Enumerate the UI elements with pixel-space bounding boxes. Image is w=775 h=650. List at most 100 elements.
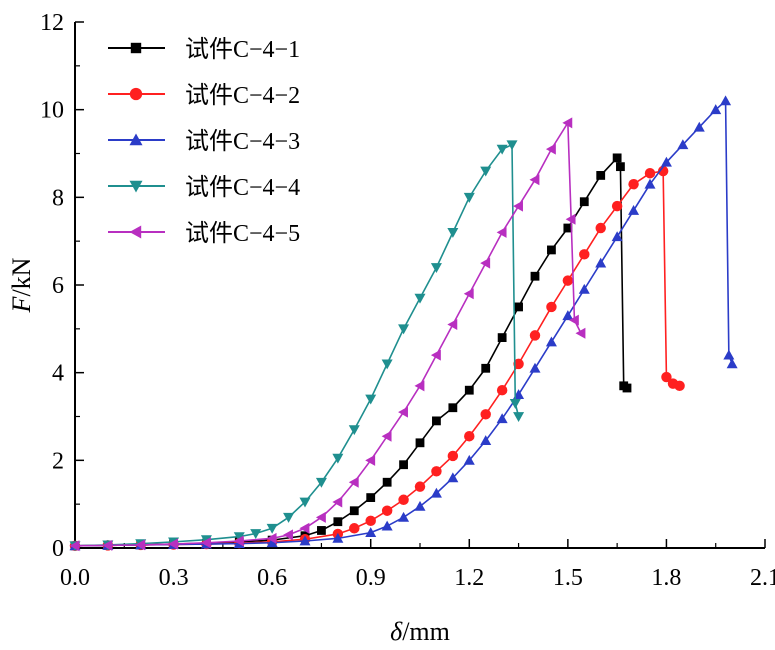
data-point xyxy=(381,430,392,442)
series-line xyxy=(74,120,582,547)
data-point xyxy=(381,520,393,531)
data-point xyxy=(710,104,722,115)
data-point xyxy=(366,493,376,502)
series-4 xyxy=(69,140,525,552)
data-point xyxy=(447,450,459,462)
data-point xyxy=(464,431,475,442)
x-axis-title: δ/mm xyxy=(390,617,450,646)
data-point xyxy=(430,487,442,498)
data-point xyxy=(562,117,573,129)
data-point xyxy=(431,466,442,477)
legend-marker xyxy=(129,180,143,193)
data-point xyxy=(315,477,327,488)
data-point xyxy=(398,494,409,506)
data-point xyxy=(299,535,311,546)
data-point xyxy=(723,349,735,360)
data-point xyxy=(233,532,245,543)
series-5 xyxy=(69,117,586,552)
series-line xyxy=(74,156,628,547)
data-point xyxy=(726,358,738,369)
data-point xyxy=(448,403,458,413)
data-point xyxy=(333,517,343,527)
data-point xyxy=(102,539,113,551)
data-point xyxy=(596,171,606,180)
data-point xyxy=(579,197,589,207)
legend-item: 试件C−4−2 xyxy=(108,82,300,109)
data-point xyxy=(365,454,376,466)
data-point xyxy=(497,333,507,342)
data-point xyxy=(693,121,705,132)
data-point xyxy=(349,523,360,534)
y-tick-label: 4 xyxy=(52,361,64,387)
data-point xyxy=(463,288,474,300)
data-point xyxy=(496,413,508,424)
data-point xyxy=(644,168,656,179)
data-point xyxy=(365,515,376,527)
data-point xyxy=(447,228,459,238)
legend-label: 试件C−4−4 xyxy=(185,174,300,201)
data-point xyxy=(447,472,459,483)
data-point xyxy=(283,529,293,541)
data-point xyxy=(514,302,523,312)
data-point xyxy=(349,506,359,516)
series-layer xyxy=(69,95,738,552)
data-point xyxy=(513,200,523,212)
data-point xyxy=(628,204,640,215)
data-point xyxy=(266,532,277,544)
data-point xyxy=(568,314,579,326)
data-point xyxy=(365,394,377,405)
series-3 xyxy=(69,95,738,551)
data-point xyxy=(530,271,540,281)
y-tick-label: 6 xyxy=(52,273,64,299)
data-point xyxy=(616,162,625,172)
legend: 试件C−4−1 试件C−4−2 试件C−4−3 试件C−4−4 试件C−4−5 xyxy=(108,36,300,247)
data-point xyxy=(578,283,590,294)
data-point xyxy=(414,481,426,492)
data-point xyxy=(496,144,508,155)
data-point xyxy=(266,523,278,534)
data-point xyxy=(332,496,343,508)
legend-item: 试件C−4−1 xyxy=(108,36,300,63)
data-point xyxy=(266,537,278,548)
data-point xyxy=(414,293,426,304)
data-point xyxy=(660,156,672,167)
y-tick-label: 10 xyxy=(40,98,64,124)
data-point xyxy=(480,409,491,420)
y-axis-title: F/kN xyxy=(7,257,36,313)
data-point xyxy=(480,257,491,269)
data-point xyxy=(622,383,632,393)
x-tick-label: 0.6 xyxy=(257,565,287,591)
data-point xyxy=(529,362,541,373)
legend-marker xyxy=(129,87,143,101)
data-point xyxy=(168,538,178,550)
data-point xyxy=(365,527,377,538)
data-point xyxy=(496,226,507,238)
y-axis-ticks: 0 2 4 6 8 10 12 xyxy=(40,10,84,562)
data-point xyxy=(315,511,326,523)
y-axis-symbol: F xyxy=(7,295,36,313)
data-point xyxy=(381,359,393,370)
y-tick-label: 8 xyxy=(52,185,64,211)
data-point xyxy=(399,460,408,470)
data-point xyxy=(677,139,689,150)
data-point xyxy=(575,327,586,339)
data-point xyxy=(463,192,475,203)
data-point xyxy=(382,477,392,487)
data-point xyxy=(299,522,310,534)
data-point xyxy=(506,140,518,151)
data-point xyxy=(415,438,425,448)
data-point xyxy=(579,249,590,260)
x-tick-label: 0.0 xyxy=(60,565,90,591)
legend-item: 试件C−4−4 xyxy=(108,174,300,201)
x-tick-label: 1.5 xyxy=(553,565,583,591)
data-point xyxy=(463,454,475,465)
series-1 xyxy=(70,153,632,551)
data-point xyxy=(348,476,359,488)
data-point xyxy=(611,200,623,212)
data-point xyxy=(529,174,540,186)
legend-label: 试件C−4−3 xyxy=(185,128,300,155)
data-point xyxy=(381,505,393,516)
data-point xyxy=(398,406,408,418)
data-point xyxy=(332,453,344,464)
